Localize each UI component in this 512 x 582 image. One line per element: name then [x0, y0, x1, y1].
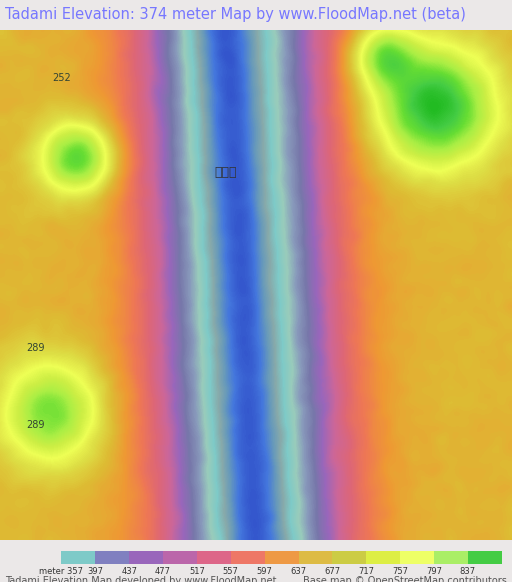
Text: 797: 797 [426, 567, 442, 576]
FancyBboxPatch shape [332, 551, 366, 565]
FancyBboxPatch shape [366, 551, 400, 565]
Text: 717: 717 [358, 567, 374, 576]
Text: 757: 757 [392, 567, 408, 576]
Text: 397: 397 [88, 567, 103, 576]
Text: 289: 289 [27, 343, 45, 353]
FancyBboxPatch shape [163, 551, 197, 565]
FancyBboxPatch shape [265, 551, 298, 565]
Text: 557: 557 [223, 567, 239, 576]
FancyBboxPatch shape [61, 551, 95, 565]
Text: 837: 837 [460, 567, 476, 576]
FancyBboxPatch shape [400, 551, 434, 565]
Text: 517: 517 [189, 567, 205, 576]
FancyBboxPatch shape [434, 551, 468, 565]
Text: Tadami Elevation: 374 meter Map by www.FloodMap.net (beta): Tadami Elevation: 374 meter Map by www.F… [5, 8, 466, 23]
Text: 只見町: 只見町 [214, 166, 237, 179]
FancyBboxPatch shape [231, 551, 265, 565]
Text: 677: 677 [324, 567, 340, 576]
FancyBboxPatch shape [197, 551, 231, 565]
Text: 289: 289 [27, 420, 45, 430]
FancyBboxPatch shape [468, 551, 502, 565]
FancyBboxPatch shape [95, 551, 129, 565]
FancyBboxPatch shape [129, 551, 163, 565]
Text: Tadami Elevation Map developed by www.FloodMap.net: Tadami Elevation Map developed by www.Fl… [5, 576, 276, 582]
Text: 477: 477 [155, 567, 171, 576]
Text: 637: 637 [290, 567, 307, 576]
FancyBboxPatch shape [298, 551, 332, 565]
Text: 597: 597 [257, 567, 272, 576]
Text: 252: 252 [52, 73, 71, 83]
Text: meter 357: meter 357 [39, 567, 83, 576]
Text: 437: 437 [121, 567, 137, 576]
Text: Base map © OpenStreetMap contributors: Base map © OpenStreetMap contributors [303, 576, 507, 582]
